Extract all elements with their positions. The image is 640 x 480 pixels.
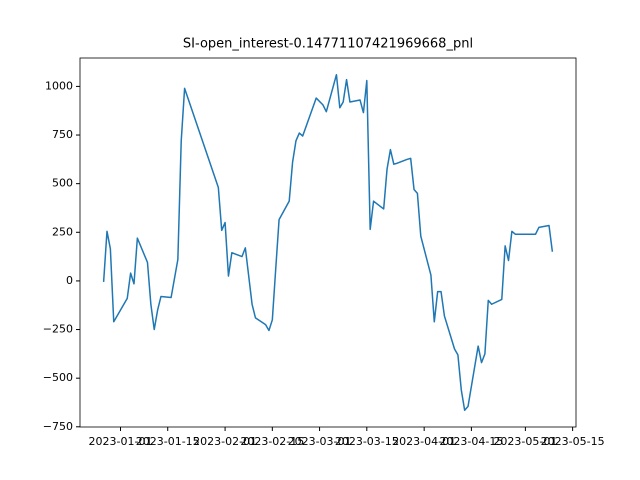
y-tick-label: 1000 (45, 79, 73, 92)
plot-frame (79, 57, 577, 428)
x-tick-label: 2023-01-15 (136, 435, 200, 448)
y-tick-label: 500 (52, 177, 73, 190)
y-tick-label: −750 (43, 420, 73, 433)
y-tick-label: −500 (43, 371, 73, 384)
x-tick-label: 2023-03-01 (288, 435, 352, 448)
x-tick-label: 2023-01-01 (89, 435, 153, 448)
x-tick-label: 2023-03-15 (335, 435, 399, 448)
x-tick-label: 2023-02-01 (193, 435, 257, 448)
y-tick-label: 750 (52, 128, 73, 141)
line (102, 73, 554, 412)
chart-title: SI-open_interest-0.14771107421969668_pnl (183, 37, 473, 52)
x-tick-label: 2023-02-15 (240, 435, 304, 448)
y-tick-label: 250 (52, 225, 73, 238)
y-tick-label: 0 (66, 274, 73, 287)
x-tick-label: 2023-05-15 (541, 435, 605, 448)
y-tick-label: −250 (43, 323, 73, 336)
x-tick-label: 2023-04-01 (392, 435, 456, 448)
x-tick-label: 2023-04-15 (439, 435, 503, 448)
x-tick-label: 2023-05-01 (493, 435, 557, 448)
